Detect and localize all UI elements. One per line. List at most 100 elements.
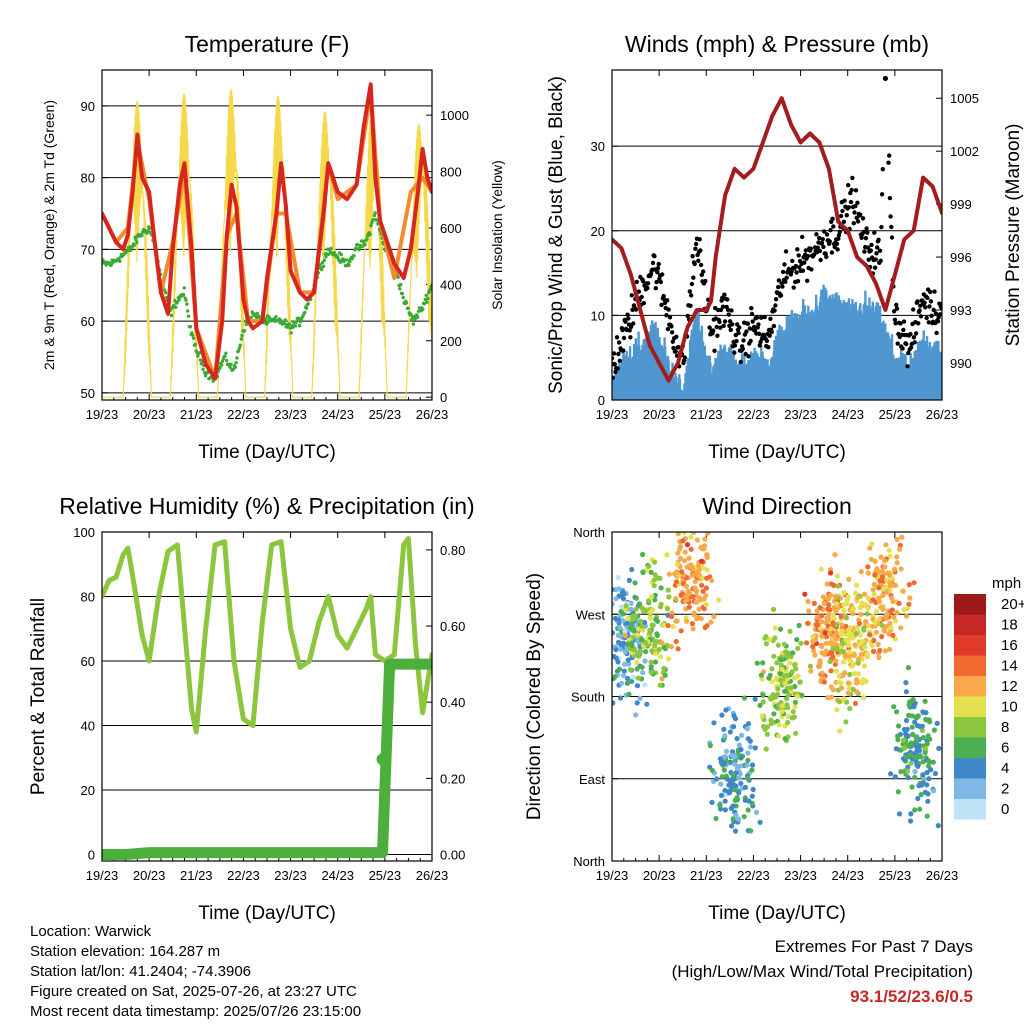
- gust-point: [918, 314, 924, 319]
- gust-point: [858, 212, 863, 217]
- gust-point: [876, 237, 881, 242]
- gust-point: [617, 358, 622, 363]
- gust-point: [879, 192, 885, 197]
- dewpoint-point: [242, 329, 247, 333]
- dewpoint-point: [282, 321, 287, 325]
- wind-direction-point: [905, 665, 912, 671]
- wind-direction-point: [749, 793, 755, 799]
- gust-point: [853, 203, 858, 209]
- wind-direction-point: [762, 726, 768, 732]
- legend-swatch: [954, 799, 986, 820]
- wind-direction-point: [894, 554, 900, 560]
- wind-direction-point: [616, 586, 622, 592]
- wind-direction-point: [900, 737, 907, 743]
- wind-direction-point: [870, 597, 876, 603]
- gust-point: [864, 226, 869, 231]
- wind-direction-point: [836, 699, 843, 705]
- wind-direction-point: [612, 615, 619, 622]
- dewpoint-point: [234, 361, 238, 365]
- wind-direction-point: [731, 776, 737, 782]
- wind-direction-point: [738, 747, 744, 753]
- wind-direction-point: [690, 532, 697, 535]
- dewpoint-point: [347, 263, 351, 268]
- gust-point: [725, 297, 730, 302]
- gust-point: [748, 338, 753, 344]
- wind-direction-point: [803, 640, 810, 646]
- wind-direction-point: [819, 619, 825, 625]
- gust-point: [800, 234, 805, 240]
- wind-direction-point: [782, 736, 788, 742]
- wind-direction-point: [904, 606, 910, 612]
- gust-point: [877, 248, 883, 253]
- wind-direction-point: [859, 600, 865, 606]
- gust-point: [823, 251, 828, 256]
- dewpoint-point: [404, 301, 409, 305]
- wind-direction-point: [846, 576, 852, 583]
- wind-direction-point: [873, 629, 879, 635]
- wind-direction-point: [700, 565, 706, 571]
- wind-direction-point: [733, 812, 739, 818]
- wind-direction-point: [721, 767, 727, 773]
- gust-point: [661, 293, 666, 299]
- gust-point: [669, 324, 674, 329]
- wind-direction-point: [853, 630, 859, 637]
- wind-direction-point: [654, 632, 661, 639]
- gust-point: [714, 324, 719, 330]
- gust-point: [828, 228, 833, 233]
- gust-point: [671, 345, 676, 351]
- dewpoint-point: [177, 297, 181, 302]
- gust-point: [655, 266, 661, 271]
- wind-direction-point: [819, 644, 825, 650]
- wind-direction-point: [872, 558, 878, 565]
- wind-direction-point: [810, 644, 816, 650]
- wind-direction-point: [688, 534, 694, 540]
- dewpoint-point: [186, 309, 190, 313]
- wind-direction-point: [869, 643, 875, 649]
- dewpoint-point: [339, 252, 343, 257]
- wind-direction-point: [705, 532, 711, 536]
- wind-direction-point: [639, 605, 645, 611]
- wind-direction-point: [877, 647, 883, 654]
- wind-direction-point: [846, 636, 853, 642]
- wind-direction-point: [722, 733, 728, 739]
- wind-direction-point: [618, 680, 625, 686]
- wind-direction-point: [914, 723, 921, 729]
- dewpoint-point: [236, 349, 241, 353]
- x-axis-label: Time (Day/UTC): [708, 903, 846, 924]
- legend-label: 14: [1001, 658, 1018, 675]
- wind-direction-point: [857, 605, 863, 611]
- dewpoint-point: [211, 379, 215, 383]
- wind-direction-point: [691, 610, 697, 616]
- wind-direction-point: [792, 683, 798, 690]
- wind-direction-point: [876, 585, 882, 591]
- dewpoint-point: [410, 317, 414, 322]
- gust-point: [616, 351, 621, 357]
- gust-point: [756, 322, 761, 327]
- wind-direction-point: [841, 696, 847, 702]
- wind-direction-point: [747, 744, 754, 750]
- dewpoint-point: [229, 362, 233, 366]
- gust-point: [865, 245, 871, 250]
- wind-direction-point: [885, 570, 891, 576]
- gust-point: [939, 305, 942, 310]
- wind-direction-point: [882, 564, 888, 570]
- dewpoint-point: [184, 298, 188, 302]
- wind-direction-point: [839, 622, 845, 628]
- gust-point: [934, 330, 939, 336]
- wind-direction-point: [917, 753, 924, 759]
- gust-point: [749, 306, 754, 311]
- wind-direction-point: [830, 646, 836, 652]
- wind-direction-point: [811, 648, 817, 654]
- wind-direction-point: [831, 582, 837, 589]
- dewpoint-point: [352, 254, 356, 258]
- plot-border: [611, 531, 943, 862]
- legend-swatch: [954, 594, 986, 615]
- gust-point: [818, 257, 823, 263]
- gust-point: [929, 313, 934, 318]
- wind-direction-point: [763, 641, 770, 647]
- gust-point: [783, 279, 788, 284]
- dewpoint-point: [371, 218, 376, 222]
- wind-direction-point: [880, 606, 886, 613]
- dewpoint-point: [289, 331, 293, 335]
